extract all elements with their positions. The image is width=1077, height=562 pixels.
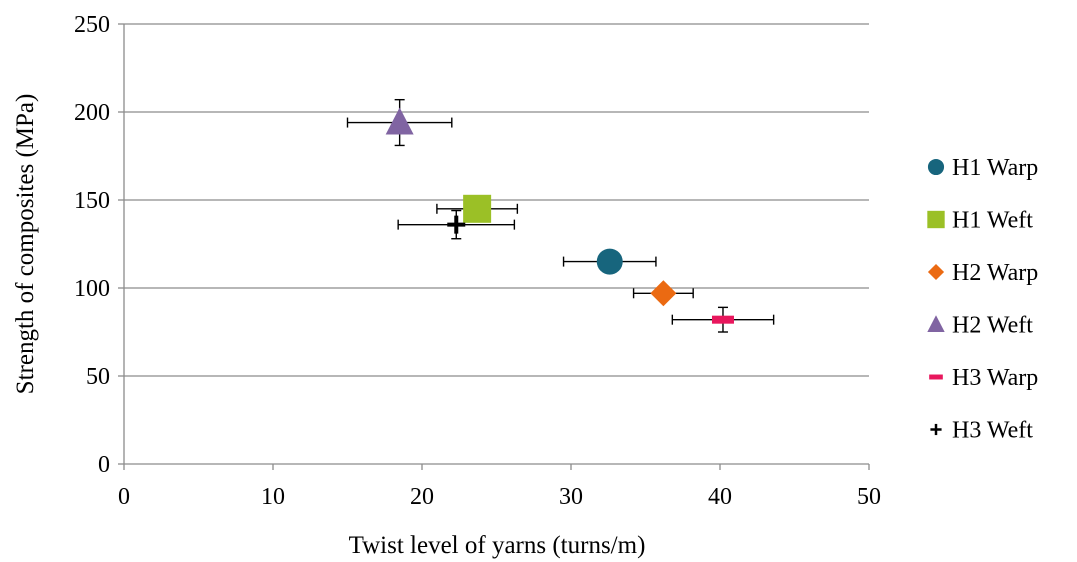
legend-label-1: H1 Warp: [952, 155, 1038, 181]
legend-label-3: H2 Warp: [952, 260, 1038, 286]
tick-labels: 0 50 100 150 200 250 0 10 20 30 40 50: [74, 12, 881, 510]
gridlines: [124, 23, 869, 377]
legend-item-5: H3 Warp: [929, 365, 1038, 391]
error-bars: [346, 98, 775, 333]
legend-label-2: H1 Weft: [952, 208, 1033, 234]
y-tick-label-50: 50: [86, 364, 110, 390]
axes: [118, 23, 870, 470]
x-tick-label-30: 30: [559, 484, 583, 510]
legend-label-4: H2 Weft: [952, 313, 1033, 339]
legend-item-4: H2 Weft: [927, 313, 1033, 339]
data-points: [385, 107, 734, 324]
series-6-point: [447, 215, 466, 234]
y-tick-label-0: 0: [98, 452, 110, 478]
x-axis-title: Twist level of yarns (turns/m): [349, 532, 646, 559]
x-tick-label-20: 20: [410, 484, 434, 510]
series-1-point: [596, 248, 623, 275]
y-tick-label-200: 200: [74, 100, 110, 126]
legend-marker-2: [927, 210, 945, 229]
legend-marker-3: [927, 263, 945, 281]
series-2-point: [463, 194, 492, 223]
series-3-point: [650, 280, 677, 307]
legend-label-5: H3 Warp: [952, 365, 1038, 391]
legend-item-3: H2 Warp: [927, 260, 1038, 286]
legend-marker-6: [930, 423, 942, 436]
legend-item-2: H1 Weft: [927, 208, 1033, 234]
legend-marker-4: [927, 315, 945, 332]
y-axis-title: Strength of composites (MPa): [12, 94, 39, 395]
legend-item-1: H1 Warp: [927, 155, 1038, 181]
y-tick-label-150: 150: [74, 188, 110, 214]
series-4-point: [385, 107, 414, 135]
legend-item-6: H3 Weft: [930, 418, 1033, 444]
x-tick-label-10: 10: [261, 484, 285, 510]
series-5-point: [711, 315, 734, 324]
x-tick-label-50: 50: [857, 484, 881, 510]
y-tick-label-250: 250: [74, 12, 110, 38]
y-tick-label-100: 100: [74, 276, 110, 302]
x-tick-label-40: 40: [708, 484, 732, 510]
legend-label-6: H3 Weft: [952, 418, 1033, 444]
legend: H1 Warp H1 Weft H2 Warp H2 Weft H3 Warp H3 We…: [927, 155, 1038, 444]
legend-marker-1: [927, 158, 945, 176]
legend-marker-5: [929, 374, 943, 380]
x-tick-label-0: 0: [118, 484, 130, 510]
